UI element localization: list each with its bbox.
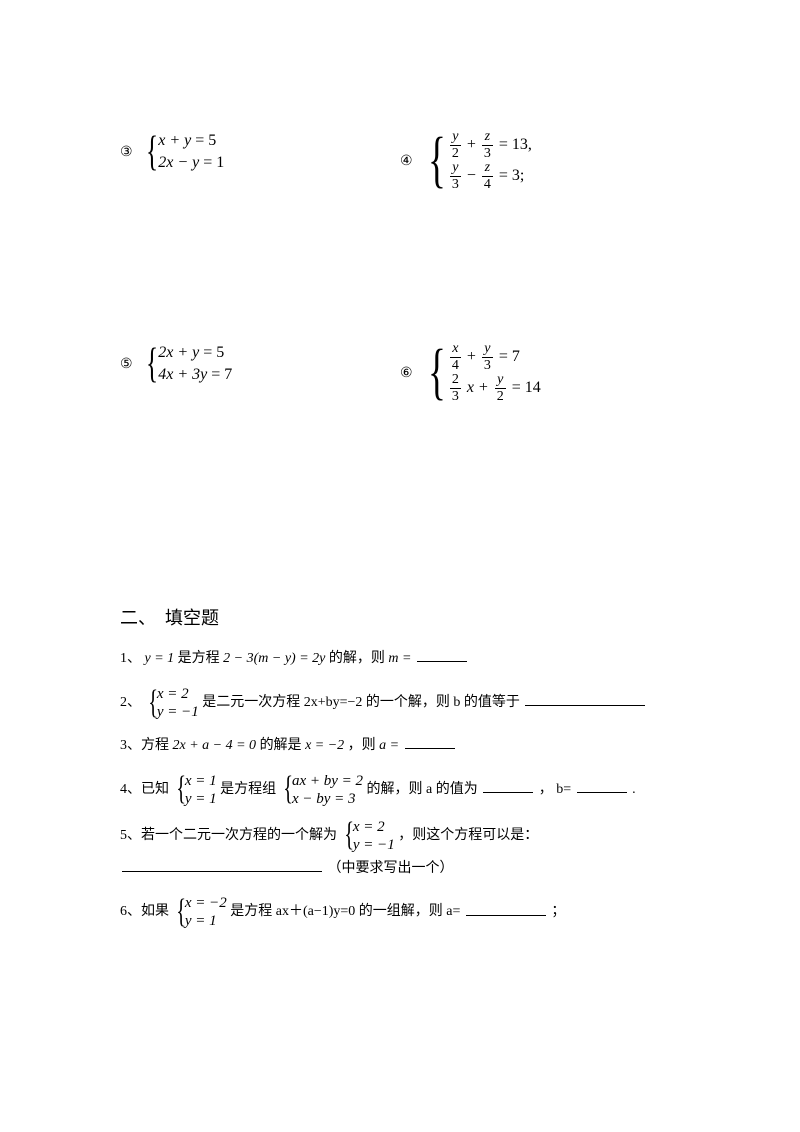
blank-q5	[122, 857, 322, 872]
equation-row-5-6: ⑤ { 2x + y = 5 4x + 3y = 7 ⑥ { x4 + y3	[120, 342, 680, 404]
brace-icon: {	[283, 779, 293, 799]
question-5: 5、若一个二元一次方程的一个解为 { x = 2 y = −1 ，则这个方程可以…	[120, 818, 680, 885]
blank-q4b	[577, 778, 627, 793]
problem-5-number: ⑤	[120, 356, 133, 373]
equation-row-3-4: ③ { x + y = 5 2x − y = 1 ④ { y2 + z3 =	[120, 130, 680, 192]
question-1: 1、 y = 1 是方程 2 − 3(m − y) = 2y 的解，则 m =	[120, 644, 680, 675]
question-3: 3、方程 2x + a − 4 = 0 的解是 x = −2 ，则 a =	[120, 731, 680, 762]
question-6: 6、如果 { x = −2 y = 1 是方程 ax＋(a−1)y=0 的一组解…	[120, 894, 680, 930]
problem-3: ③ { x + y = 5 2x − y = 1	[120, 130, 400, 192]
problem-5: ⑤ { 2x + y = 5 4x + 3y = 7	[120, 342, 400, 404]
problem-6-number: ⑥	[400, 365, 413, 382]
problem-4-number: ④	[400, 153, 413, 170]
blank-q4a	[483, 778, 533, 793]
problem-3-number: ③	[120, 144, 133, 161]
brace-icon: {	[428, 142, 446, 179]
question-2: 2、 { x = 2 y = −1 是二元一次方程 2x+by=−2 的一个解，…	[120, 685, 680, 721]
problem-6: ⑥ { x4 + y3 = 7 23 x + y2 = 14	[400, 342, 680, 404]
brace-icon: {	[428, 354, 446, 391]
section-2-title: 二、 填空题	[120, 604, 680, 630]
brace-icon: {	[146, 352, 158, 377]
p3-eq1: x + y = 5	[158, 130, 224, 152]
p4-eq1: y2 + z3 = 13,	[448, 130, 532, 161]
brace-icon: {	[146, 140, 158, 165]
p6-eq1: x4 + y3 = 7	[448, 342, 541, 373]
brace-icon: {	[176, 779, 186, 799]
p6-eq2: 23 x + y2 = 14	[448, 373, 541, 404]
brace-icon: {	[176, 902, 186, 922]
question-4: 4、已知 { x = 1 y = 1 是方程组 { ax + by = 2 x …	[120, 772, 680, 808]
blank-q6	[466, 901, 546, 916]
blank-q3	[405, 734, 455, 749]
brace-icon: {	[344, 825, 354, 845]
problem-4: ④ { y2 + z3 = 13, y3 − z4 = 3;	[400, 130, 680, 192]
p4-eq2: y3 − z4 = 3;	[448, 161, 532, 192]
p5-eq1: 2x + y = 5	[158, 342, 232, 364]
brace-icon: {	[148, 693, 158, 713]
p3-eq2: 2x − y = 1	[158, 152, 224, 174]
blank-q1	[417, 647, 467, 662]
blank-q2	[525, 691, 645, 706]
p5-eq2: 4x + 3y = 7	[158, 364, 232, 386]
